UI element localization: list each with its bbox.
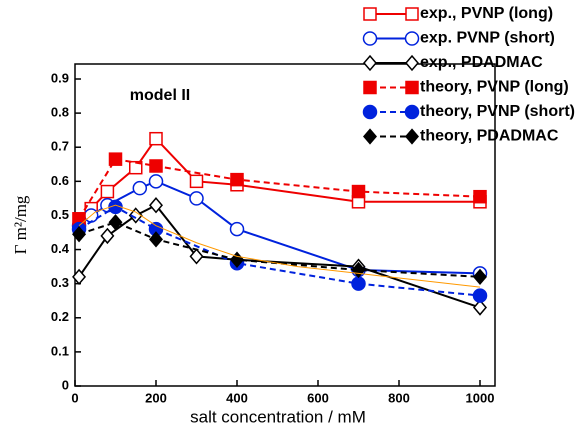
marker bbox=[473, 299, 487, 316]
marker bbox=[100, 184, 115, 199]
marker bbox=[128, 207, 143, 224]
y-tick-label: 0.5 bbox=[51, 207, 69, 222]
series-line bbox=[78, 203, 481, 309]
marker bbox=[100, 227, 115, 245]
x-axis-label: salt concentration / mM bbox=[190, 407, 366, 426]
marker bbox=[472, 288, 488, 303]
marker bbox=[149, 131, 163, 146]
legend-label: theory, PVNP (short) bbox=[420, 103, 575, 120]
legend-marker bbox=[405, 7, 419, 21]
x-tick-label: 1000 bbox=[466, 390, 495, 405]
legend-marker bbox=[362, 104, 378, 120]
legend-label: theory, PDADMAC bbox=[420, 128, 559, 145]
y-tick-label: 0.3 bbox=[51, 275, 69, 290]
marker bbox=[189, 191, 204, 206]
marker bbox=[230, 172, 244, 187]
legend-label: exp., PDADMAC bbox=[420, 54, 543, 71]
chart-title: model II bbox=[130, 87, 190, 104]
marker bbox=[132, 180, 148, 196]
marker bbox=[351, 276, 366, 291]
series-line bbox=[78, 158, 481, 220]
legend-label: exp., PVNP (long) bbox=[420, 5, 553, 22]
y-tick-label: 0.6 bbox=[51, 173, 69, 188]
legend-marker bbox=[362, 31, 378, 46]
legend-marker bbox=[363, 128, 377, 145]
marker bbox=[72, 226, 87, 243]
y-tick-label: 0.7 bbox=[51, 139, 69, 154]
series-line bbox=[78, 137, 480, 220]
legend-marker bbox=[363, 80, 377, 95]
legend-marker bbox=[405, 80, 419, 95]
marker bbox=[149, 197, 163, 214]
y-tick-label: 0.1 bbox=[51, 343, 69, 358]
legend-marker bbox=[404, 31, 420, 46]
y-tick-label: 0 bbox=[62, 377, 69, 392]
marker bbox=[473, 189, 487, 204]
y-tick-label: 0.8 bbox=[51, 105, 69, 120]
legend-marker bbox=[405, 54, 419, 72]
legend-label: theory, PVNP (long) bbox=[420, 79, 569, 96]
x-tick-label: 400 bbox=[226, 390, 248, 405]
series-line bbox=[78, 204, 481, 288]
marker bbox=[229, 221, 245, 237]
marker bbox=[189, 248, 204, 265]
marker bbox=[149, 159, 163, 173]
x-tick-label: 0 bbox=[71, 390, 78, 405]
legend-label: exp. PVNP (short) bbox=[420, 30, 555, 47]
x-tick-label: 600 bbox=[307, 390, 329, 405]
marker bbox=[473, 268, 487, 285]
series-line bbox=[78, 221, 481, 278]
legend-marker bbox=[404, 104, 420, 120]
marker bbox=[149, 231, 163, 248]
y-axis-label: Γ m²/mg bbox=[11, 195, 30, 254]
y-tick-label: 0.4 bbox=[51, 241, 70, 256]
legend-marker bbox=[363, 7, 377, 21]
marker bbox=[108, 214, 123, 231]
series-line bbox=[78, 205, 481, 297]
legend-marker bbox=[363, 54, 377, 72]
x-tick-label: 200 bbox=[145, 390, 167, 405]
x-tick-label: 800 bbox=[388, 390, 410, 405]
marker bbox=[189, 174, 204, 189]
marker bbox=[148, 174, 164, 189]
marker bbox=[351, 184, 366, 199]
legend-marker bbox=[405, 128, 419, 145]
marker bbox=[72, 268, 87, 285]
y-tick-label: 0.9 bbox=[51, 70, 69, 85]
y-tick-label: 0.2 bbox=[51, 309, 69, 324]
marker bbox=[108, 152, 123, 166]
